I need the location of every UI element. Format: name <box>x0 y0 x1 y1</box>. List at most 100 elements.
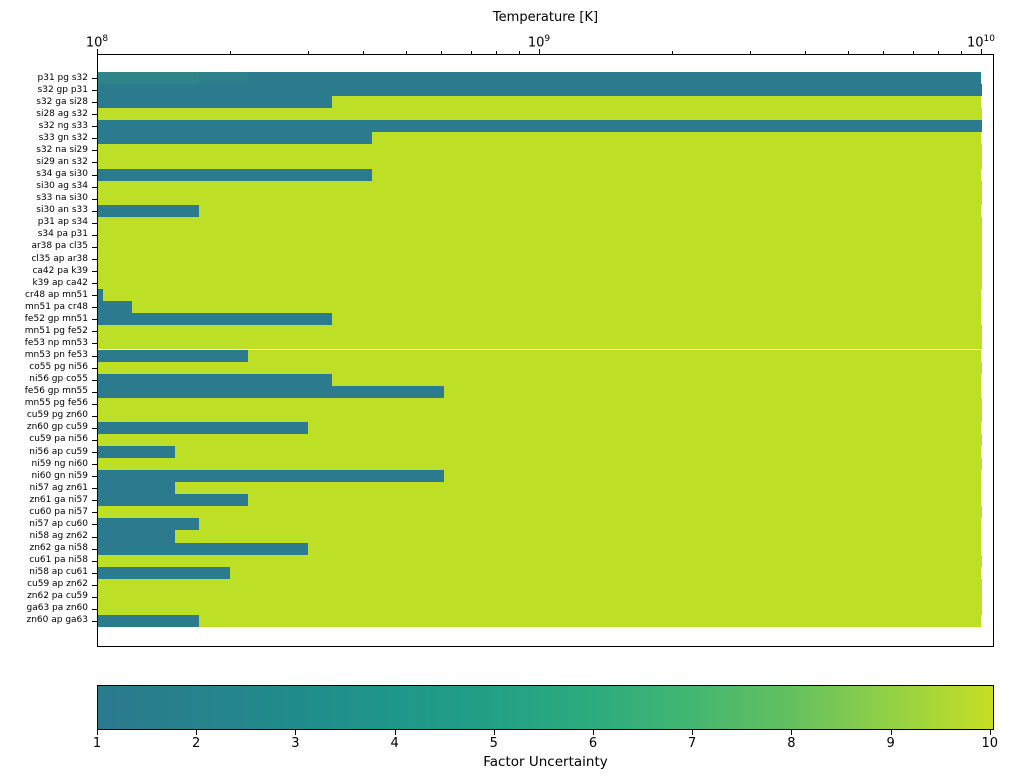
y-tick-label: ar38 pa cl35 <box>31 241 88 252</box>
row-segment <box>98 482 176 495</box>
y-tick-label: s34 pa p31 <box>37 229 88 240</box>
row-segment <box>331 313 981 326</box>
row-segment <box>307 421 981 434</box>
y-tick-label: co55 pg ni56 <box>29 362 88 373</box>
row-segment <box>98 590 982 603</box>
row-segment <box>98 349 250 362</box>
y-tick-label: s32 gp p31 <box>37 84 88 95</box>
y-tick-label: si28 ag s32 <box>36 108 88 119</box>
row-segment <box>98 470 446 483</box>
row-segment <box>198 518 981 531</box>
y-tick-label: zn62 ga ni58 <box>29 543 89 554</box>
y-tick-label: p31 pg s32 <box>37 72 88 83</box>
y-tick-label: fe56 gp mn55 <box>24 386 88 397</box>
y-tick-label: p31 ap s34 <box>37 217 88 228</box>
row-segment <box>98 554 982 567</box>
row-segment <box>98 216 982 229</box>
y-tick-label: cu59 pg zn60 <box>26 410 88 421</box>
row-segment <box>98 204 200 217</box>
colorbar-tick-label: 9 <box>886 736 895 751</box>
row-segment <box>98 397 982 410</box>
y-tick-label: zn60 gp cu59 <box>26 422 88 433</box>
row-segment <box>248 494 981 507</box>
row-segment <box>98 421 309 434</box>
colorbar-tick <box>295 730 297 735</box>
row-segment <box>98 156 982 169</box>
row-segment <box>98 144 982 157</box>
y-tick-label: cl35 ap ar38 <box>31 253 88 264</box>
row-segment <box>131 301 981 314</box>
y-tick-label: s32 ng s33 <box>38 120 88 131</box>
row-segment <box>98 120 982 133</box>
y-tick-label: zn60 ap ga63 <box>26 615 88 626</box>
y-tick-label: ni58 ap cu61 <box>29 567 88 578</box>
colorbar-tick <box>493 730 495 735</box>
colorbar-tick <box>593 730 594 735</box>
row-segment <box>98 132 374 145</box>
row-segment <box>98 192 982 205</box>
y-tick-label: si30 an s33 <box>36 205 88 216</box>
row-segment <box>98 289 104 302</box>
y-tick-label: ga63 pa zn60 <box>26 603 88 614</box>
y-tick-label: mn53 pn fe53 <box>24 350 88 361</box>
y-tick-label: ni58 ag zn62 <box>29 531 89 541</box>
row-segment <box>98 566 232 579</box>
row-segment <box>444 470 981 483</box>
row-segment <box>98 518 200 531</box>
y-tick-label: cu59 pa ni56 <box>29 434 88 445</box>
y-tick-label: s32 na si29 <box>36 144 88 155</box>
row-segment <box>372 132 981 145</box>
y-tick-label: cu59 ap zn62 <box>27 579 88 590</box>
colorbar-tick-label: 1 <box>92 736 102 751</box>
y-tick-label: fe53 np mn53 <box>24 337 88 348</box>
y-tick-label: ni56 gp co55 <box>29 374 88 385</box>
colorbar-tick-label: 7 <box>688 736 697 751</box>
y-tick-label: ca42 pa k39 <box>32 265 88 276</box>
colorbar-tick <box>394 730 396 735</box>
row-segment <box>98 313 333 326</box>
row-segment <box>372 168 981 181</box>
row-segment <box>98 385 446 398</box>
row-segment <box>98 542 309 555</box>
y-tick-label: s34 ga si30 <box>36 169 88 180</box>
row-segment <box>331 373 981 386</box>
row-segment <box>98 108 982 121</box>
y-tick-label: si30 ag s34 <box>36 181 88 192</box>
row-segment <box>98 240 982 253</box>
row-segment <box>98 228 982 241</box>
row-segment <box>98 433 982 447</box>
row-segment <box>98 325 982 338</box>
row-segment <box>248 349 981 362</box>
row-segment <box>98 337 982 350</box>
row-segment <box>174 446 981 459</box>
x-tick-label: 109 <box>527 34 551 51</box>
y-tick-label: ni60 gn ni59 <box>31 470 88 481</box>
colorbar-tick <box>97 730 98 735</box>
y-tick-label: s32 ga si28 <box>36 96 88 107</box>
row-segment <box>174 530 981 543</box>
colorbar-tick-label: 5 <box>489 736 498 751</box>
y-tick-label: ni59 ng ni60 <box>31 458 88 469</box>
row-segment <box>331 96 981 109</box>
colorbar-tick-label: 3 <box>291 736 300 751</box>
row-segment <box>98 506 982 519</box>
y-tick-label: cu61 pa ni58 <box>29 555 88 566</box>
y-tick-label: mn51 pa cr48 <box>25 301 88 312</box>
row-segment <box>307 542 981 555</box>
row-segment <box>98 373 333 386</box>
row-segment <box>248 72 981 85</box>
y-tick-label: ni57 ap cu60 <box>29 518 88 529</box>
row-segment <box>98 409 982 422</box>
row-segment <box>198 72 249 85</box>
y-tick-label: ni56 ap cu59 <box>29 446 88 457</box>
row-segment <box>102 289 981 302</box>
x-tick-label: 108 <box>85 34 109 51</box>
row-segment <box>98 614 200 627</box>
row-segment <box>174 482 981 495</box>
colorbar-label: Factor Uncertainty <box>483 754 608 770</box>
colorbar-tick <box>692 730 694 735</box>
x-axis-title: Temperature [K] <box>492 10 599 25</box>
y-tick-label: cr48 ap mn51 <box>25 289 88 300</box>
row-segment <box>98 72 200 85</box>
row-segment <box>198 614 981 627</box>
